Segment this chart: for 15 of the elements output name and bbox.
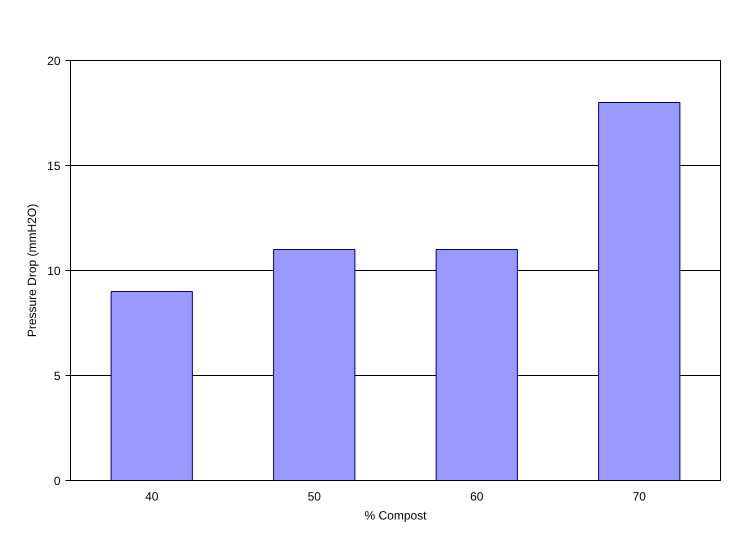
x-tick-label: 50 [308,490,322,504]
y-tick-label: 0 [54,474,61,488]
bar [436,249,518,480]
x-tick-label: 60 [470,490,484,504]
x-tick-label: 70 [632,490,646,504]
y-tick-label: 5 [54,369,61,383]
y-tick-label: 20 [47,54,61,68]
y-axis-title: Pressure Drop (mmH2O) [25,204,40,338]
y-tick-label: 10 [47,264,61,278]
bar [273,249,356,480]
x-tick-label: 40 [145,490,159,504]
bar [110,291,193,480]
y-tick-label: 15 [47,159,61,173]
x-axis-title: % Compost [364,508,428,522]
bar [598,102,680,480]
